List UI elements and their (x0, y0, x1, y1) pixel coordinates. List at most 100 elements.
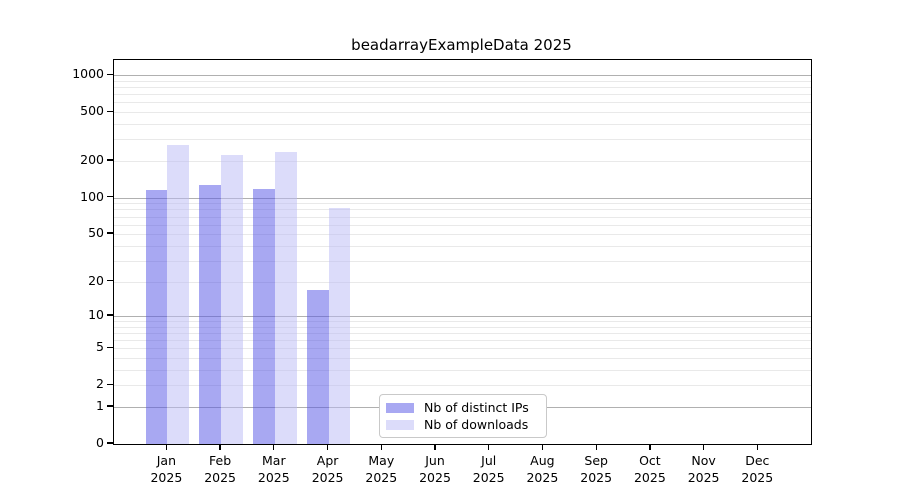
gridline-40 (114, 245, 811, 247)
y-tick-mark-0 (107, 442, 113, 444)
x-tick-month: Jan (156, 453, 177, 468)
y-tick-mark-1000 (107, 73, 113, 75)
x-tick-month: Jun (425, 453, 445, 468)
x-tick-label-mar: Mar 2025 (246, 453, 302, 486)
x-tick-mark-dec (756, 444, 758, 450)
x-tick-mark-aug (541, 444, 544, 450)
gridline-300 (114, 139, 811, 141)
x-tick-mark-jul (488, 444, 490, 450)
chart-title: beadarrayExampleData 2025 (351, 36, 572, 54)
y-tick-label-2: 2 (96, 376, 104, 392)
legend-swatch-distinct-ips (386, 402, 414, 413)
x-tick-month: Apr (316, 453, 339, 468)
x-tick-year: 2025 (150, 469, 183, 485)
x-tick-year: 2025 (633, 469, 666, 485)
plot-area: Nb of distinct IPs Nb of downloads (113, 59, 812, 445)
y-tick-label-1000: 1000 (72, 66, 104, 82)
gridline-90 (114, 203, 811, 205)
x-tick-month: Aug (530, 453, 555, 468)
x-tick-label-aug: Aug 2025 (514, 453, 570, 486)
x-tick-label-jul: Jul 2025 (461, 453, 517, 486)
y-tick-label-20: 20 (88, 272, 104, 288)
gridline-7 (114, 333, 811, 334)
x-tick-mark-nov (702, 444, 705, 450)
y-tick-mark-1 (107, 405, 113, 407)
bar-nb-of-distinct-ips-mar (253, 188, 275, 444)
gridline-400 (114, 124, 811, 125)
gridline-500 (114, 112, 811, 114)
legend-swatch-downloads (386, 419, 414, 430)
y-tick-label-100: 100 (80, 188, 104, 204)
gridline-900 (114, 80, 811, 82)
x-tick-mark-may (380, 444, 382, 450)
gridline-2 (114, 385, 811, 387)
x-tick-year: 2025 (741, 469, 774, 485)
x-tick-year: 2025 (365, 469, 398, 485)
y-tick-label-500: 500 (80, 103, 104, 119)
gridline-20 (114, 281, 811, 283)
y-tick-label-0: 0 (96, 435, 104, 450)
x-tick-mark-oct (649, 444, 651, 450)
gridline-80 (114, 209, 811, 211)
bar-nb-of-downloads-apr (328, 208, 351, 444)
x-tick-month: Sep (584, 453, 608, 468)
x-tick-mark-sep (595, 444, 597, 450)
x-tick-month: Feb (209, 453, 232, 468)
x-tick-mark-apr (326, 444, 329, 450)
y-tick-label-1: 1 (96, 398, 104, 413)
x-tick-month: Oct (639, 453, 661, 468)
bar-nb-of-distinct-ips-jan (145, 189, 168, 444)
gridline-30 (114, 260, 811, 262)
bar-nb-of-distinct-ips-apr (306, 289, 329, 444)
x-tick-year: 2025 (580, 469, 613, 485)
gridline-800 (114, 87, 811, 89)
y-tick-mark-2 (107, 383, 113, 386)
legend-item-downloads: Nb of downloads (386, 417, 540, 432)
x-tick-month: Nov (691, 453, 716, 468)
y-tick-mark-200 (107, 159, 113, 161)
x-tick-year: 2025 (419, 469, 451, 485)
x-tick-month: Jul (481, 453, 497, 468)
x-tick-label-jun: Jun 2025 (407, 453, 463, 486)
y-tick-label-200: 200 (80, 151, 104, 167)
x-tick-mark-feb (219, 444, 221, 450)
y-tick-mark-100 (107, 195, 113, 198)
legend-item-distinct-ips: Nb of distinct IPs (386, 400, 540, 415)
x-tick-year: 2025 (526, 469, 559, 485)
x-tick-month: Mar (262, 453, 286, 468)
gridline-100 (114, 197, 811, 199)
gridline-1000 (114, 75, 811, 77)
x-tick-label-sep: Sep 2025 (568, 453, 624, 486)
x-tick-label-dec: Dec 2025 (729, 453, 785, 486)
x-tick-mark-jun (434, 444, 436, 450)
bar-nb-of-distinct-ips-feb (199, 184, 222, 444)
x-tick-month: Dec (745, 453, 770, 468)
y-tick-mark-5 (107, 346, 113, 349)
gridline-3 (114, 370, 811, 371)
gridline-10 (114, 316, 811, 317)
bar-nb-of-downloads-jan (167, 145, 190, 444)
x-tick-year: 2025 (204, 469, 236, 485)
x-tick-year: 2025 (257, 469, 290, 485)
x-tick-year: 2025 (311, 469, 344, 485)
x-tick-year: 2025 (687, 469, 720, 485)
legend: Nb of distinct IPs Nb of downloads (379, 394, 547, 438)
gridline-9 (114, 321, 811, 323)
y-tick-label-5: 5 (96, 339, 104, 355)
x-tick-label-feb: Feb 2025 (192, 453, 248, 486)
x-tick-mark-mar (273, 444, 275, 450)
gridline-60 (114, 224, 811, 226)
legend-label-distinct-ips: Nb of distinct IPs (424, 400, 529, 415)
gridline-5 (114, 348, 811, 350)
x-tick-label-may: May 2025 (353, 453, 409, 486)
x-tick-label-oct: Oct 2025 (622, 453, 678, 486)
gridline-4 (114, 358, 811, 360)
x-tick-year: 2025 (472, 469, 505, 485)
gridline-70 (114, 216, 811, 218)
gridline-8 (114, 326, 811, 328)
gridline-6 (114, 340, 811, 342)
y-tick-label-50: 50 (88, 225, 104, 241)
y-tick-label-10: 10 (88, 307, 104, 322)
x-tick-month: May (368, 453, 395, 468)
